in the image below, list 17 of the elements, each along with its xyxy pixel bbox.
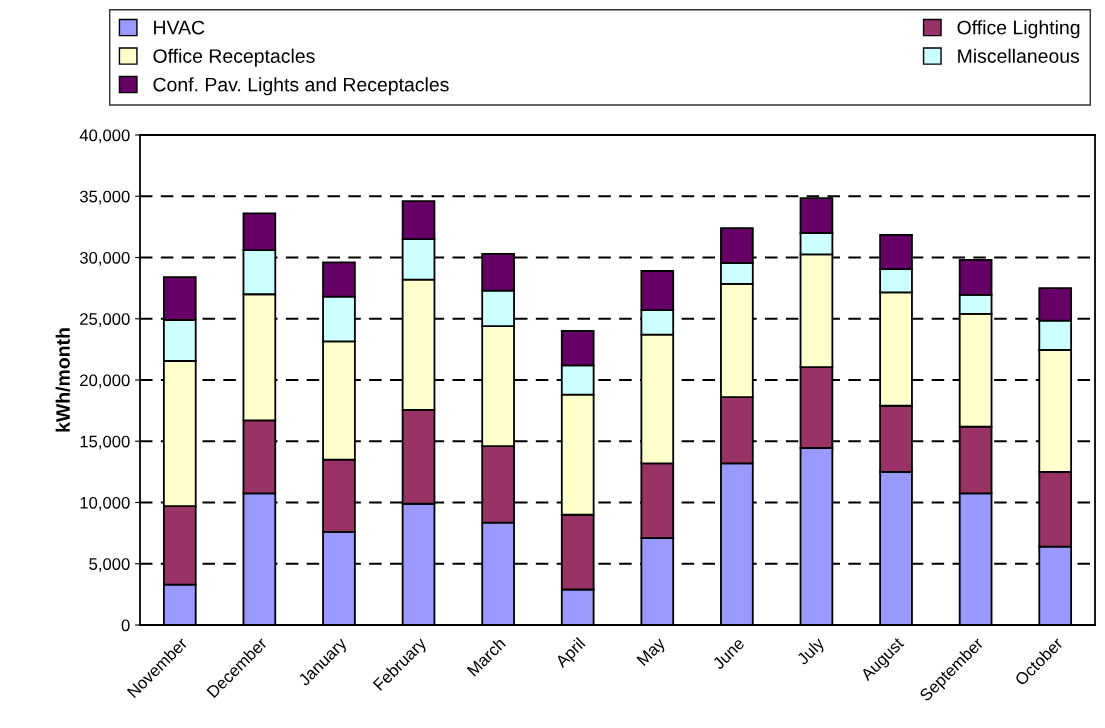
- y-tick-label: 20,000: [80, 374, 130, 389]
- legend-label: Conf. Pav. Lights and Receptacles: [153, 77, 449, 96]
- y-tick-label: 10,000: [80, 496, 130, 511]
- y-axis-title: kWh/month: [55, 328, 71, 432]
- y-tick-label: 25,000: [80, 313, 130, 327]
- x-tick-label: July: [795, 636, 828, 668]
- y-tick-label: 15,000: [80, 435, 130, 450]
- x-tick-label: May: [636, 636, 669, 669]
- legend-label: HVAC: [154, 20, 205, 35]
- legend-label: Office Lighting: [957, 20, 1080, 39]
- y-tick-label: 30,000: [79, 251, 130, 266]
- y-tick-label: 5,000: [89, 558, 130, 572]
- legend-label: Office Receptacles: [153, 48, 315, 67]
- y-tick-label: 0: [121, 619, 130, 632]
- legend-label: Miscellaneous: [958, 48, 1080, 63]
- y-tick-label: 40,000: [79, 129, 130, 144]
- y-tick-label: 35,000: [79, 190, 130, 205]
